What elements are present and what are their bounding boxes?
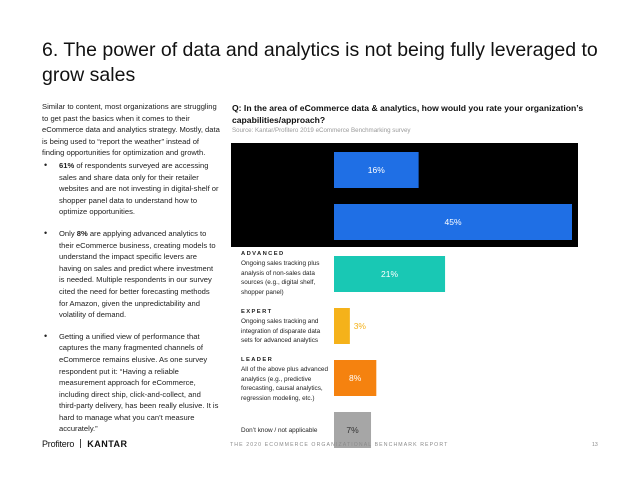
intro-text: Similar to content, most organizations a…: [42, 101, 220, 159]
category-head: EXPERT: [241, 309, 273, 315]
bar-5: [334, 412, 372, 448]
finding-text: of respondents surveyed are accessing sa…: [59, 161, 219, 217]
category-label-expert: EXPERT Ongoing sales tracking and integr…: [241, 308, 333, 346]
bar-value-label-2: 21%: [381, 269, 398, 279]
bar-value-label-5: 7%: [346, 425, 359, 435]
finding-stat: 61%: [59, 161, 75, 170]
finding-item: 61% of respondents surveyed are accessin…: [42, 160, 220, 218]
page-title: 6. The power of data and analytics is no…: [42, 39, 598, 86]
category-label-dont-know: Don’t know / not applicable: [241, 426, 333, 435]
intro-paragraph: Similar to content, most organizations a…: [42, 102, 220, 158]
category-head: ADVANCED: [241, 251, 285, 257]
bar-value-label-0: 16%: [368, 165, 385, 175]
finding-prefix: Only: [59, 228, 77, 238]
category-description: Don’t know / not applicable: [241, 427, 318, 434]
page-number: 13: [592, 442, 598, 448]
bar-1: [334, 204, 572, 240]
finding-item: Getting a unified view of performance th…: [42, 331, 220, 435]
profitero-logo: Profitero: [42, 439, 75, 449]
footer-report-title: THE 2020 ECOMMERCE ORGANIZATIONAL BENCHM…: [230, 442, 449, 448]
finding-item: Only 8% are applying advanced analytics …: [42, 228, 220, 321]
chart-title: Q: In the area of eCommerce data & analy…: [232, 103, 584, 125]
category-description: All of the above plus advanced analytics…: [241, 366, 329, 402]
chart-source: Source: Kantar/Profitero 2019 eCommerce …: [232, 127, 411, 134]
bar-4: [334, 360, 377, 396]
findings-list: 61% of respondents surveyed are accessin…: [42, 160, 220, 445]
bar-value-label-3: 3%: [354, 321, 367, 331]
category-description: Ongoing sales tracking plus analysis of …: [241, 260, 320, 296]
category-label-advanced: ADVANCED Ongoing sales tracking plus ana…: [241, 250, 333, 297]
bar-0: [334, 152, 419, 188]
category-label-leader: LEADER All of the above plus advanced an…: [241, 356, 333, 403]
finding-stat: 8%: [76, 228, 88, 238]
category-head: LEADER: [241, 357, 274, 363]
bar-3: [334, 308, 350, 344]
logo-divider: [80, 439, 82, 448]
finding-text: are applying advanced analytics to their…: [59, 228, 216, 320]
finding-text: Getting a unified view of performance th…: [59, 331, 219, 434]
category-description: Ongoing sales tracking and integration o…: [241, 318, 321, 345]
bar-value-label-1: 45%: [444, 217, 461, 227]
bar-2: [334, 256, 446, 292]
kantar-logo: KANTAR: [87, 439, 128, 449]
footer-logos: Profitero KANTAR: [42, 439, 128, 449]
bar-value-label-4: 8%: [349, 373, 362, 383]
